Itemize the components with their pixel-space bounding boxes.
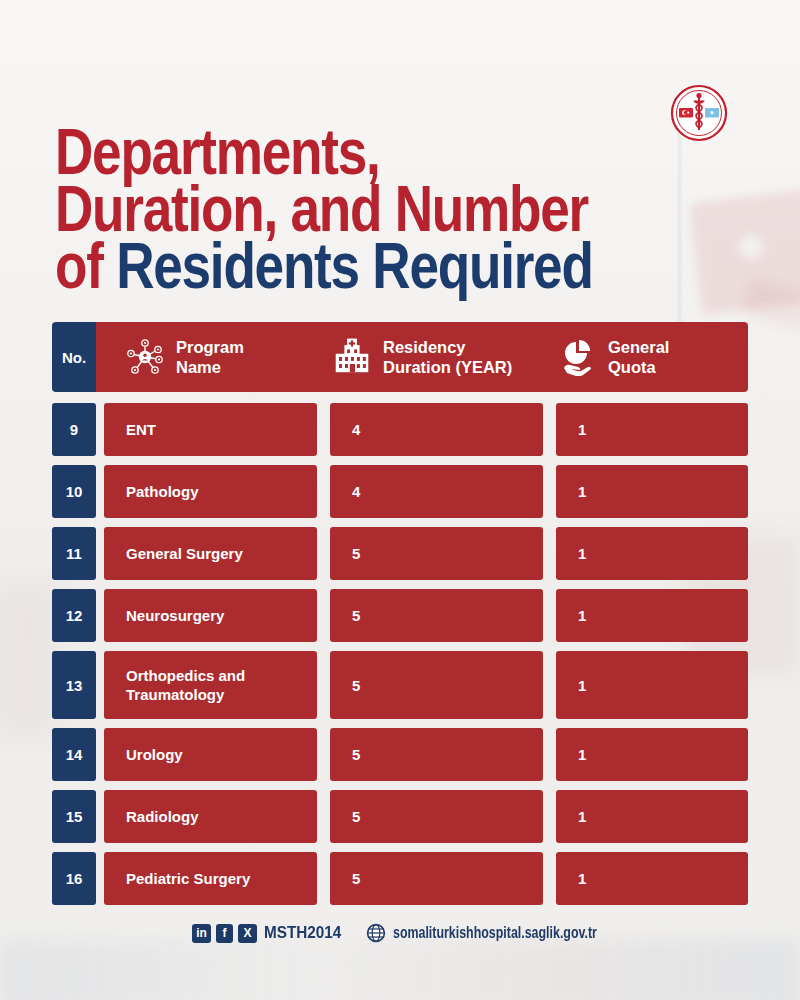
residency-duration-cell: 5 [330,790,543,843]
residency-duration-cell: 4 [330,465,543,518]
table-body: 9ENT4110Pathology4111General Surgery5112… [52,403,748,905]
program-name-cell: Urology [104,728,317,781]
page-title: Departments, Duration, and Number of Res… [55,124,593,295]
general-quota-cell: 1 [556,465,748,518]
program-name-cell: Pathology [104,465,317,518]
page: Departments, Duration, and Number of Res… [0,0,800,1000]
x-icon[interactable]: X [238,924,257,943]
residency-duration-cell: 5 [330,527,543,580]
table-row: 10Pathology41 [52,465,748,518]
table-row: 9ENT41 [52,403,748,456]
title-line3: of Residents Required [55,238,593,295]
website-url[interactable]: somaliturkishhospital.saglik.gov.tr [393,923,608,943]
program-name-cell: ENT [104,403,317,456]
general-quota-cell: 1 [556,651,748,719]
header-quota: General Quota [558,322,669,392]
row-number-cell: 13 [52,651,96,719]
hand-pie-icon [558,338,596,376]
background-blob [0,580,60,740]
linkedin-icon[interactable]: in [192,924,211,943]
row-number-cell: 10 [52,465,96,518]
header-duration: Residency Duration (YEAR) [333,322,512,392]
general-quota-cell: 1 [556,728,748,781]
residency-duration-cell: 4 [330,403,543,456]
general-quota-cell: 1 [556,403,748,456]
residency-duration-cell: 5 [330,589,543,642]
header-band: Program Name [96,322,748,392]
header-duration-label: Residency Duration (YEAR) [383,337,512,377]
row-number-cell: 12 [52,589,96,642]
social-handle: MSTH2014 [264,923,342,943]
header-quota-label: General Quota [608,337,669,377]
table-row: 12Neurosurgery51 [52,589,748,642]
program-name-cell: Radiology [104,790,317,843]
row-number-cell: 9 [52,403,96,456]
header-program-label: Program Name [176,337,244,377]
footer: in f X MSTH2014 somaliturkishhospital.sa… [0,923,800,943]
globe-icon [366,923,386,943]
row-number-cell: 15 [52,790,96,843]
general-quota-cell: 1 [556,589,748,642]
general-quota-cell: 1 [556,527,748,580]
residency-table: No. [52,322,748,914]
header-program: Program Name [126,322,244,392]
program-name-cell: Pediatric Surgery [104,852,317,905]
general-quota-cell: 1 [556,852,748,905]
table-row: 11General Surgery51 [52,527,748,580]
table-row: 15Radiology51 [52,790,748,843]
residency-duration-cell: 5 [330,651,543,719]
table-row: 16Pediatric Surgery51 [52,852,748,905]
background-flag-pole [678,110,681,330]
row-number-cell: 11 [52,527,96,580]
row-number-cell: 14 [52,728,96,781]
residency-duration-cell: 5 [330,852,543,905]
program-name-cell: Neurosurgery [104,589,317,642]
header-no: No. [52,322,96,392]
program-name-cell: General Surgery [104,527,317,580]
row-number-cell: 16 [52,852,96,905]
hospital-logo [670,84,728,142]
website-group: somaliturkishhospital.saglik.gov.tr [366,923,608,943]
table-row: 14Urology51 [52,728,748,781]
table-row: 13Orthopedics and Traumatology51 [52,651,748,719]
facebook-icon[interactable]: f [216,924,233,943]
background-bottom [0,940,800,1000]
general-quota-cell: 1 [556,790,748,843]
program-name-cell: Orthopedics and Traumatology [104,651,317,719]
network-icon [126,338,164,376]
table-header: No. [52,322,748,392]
residency-duration-cell: 5 [330,728,543,781]
hospital-icon [333,338,371,376]
